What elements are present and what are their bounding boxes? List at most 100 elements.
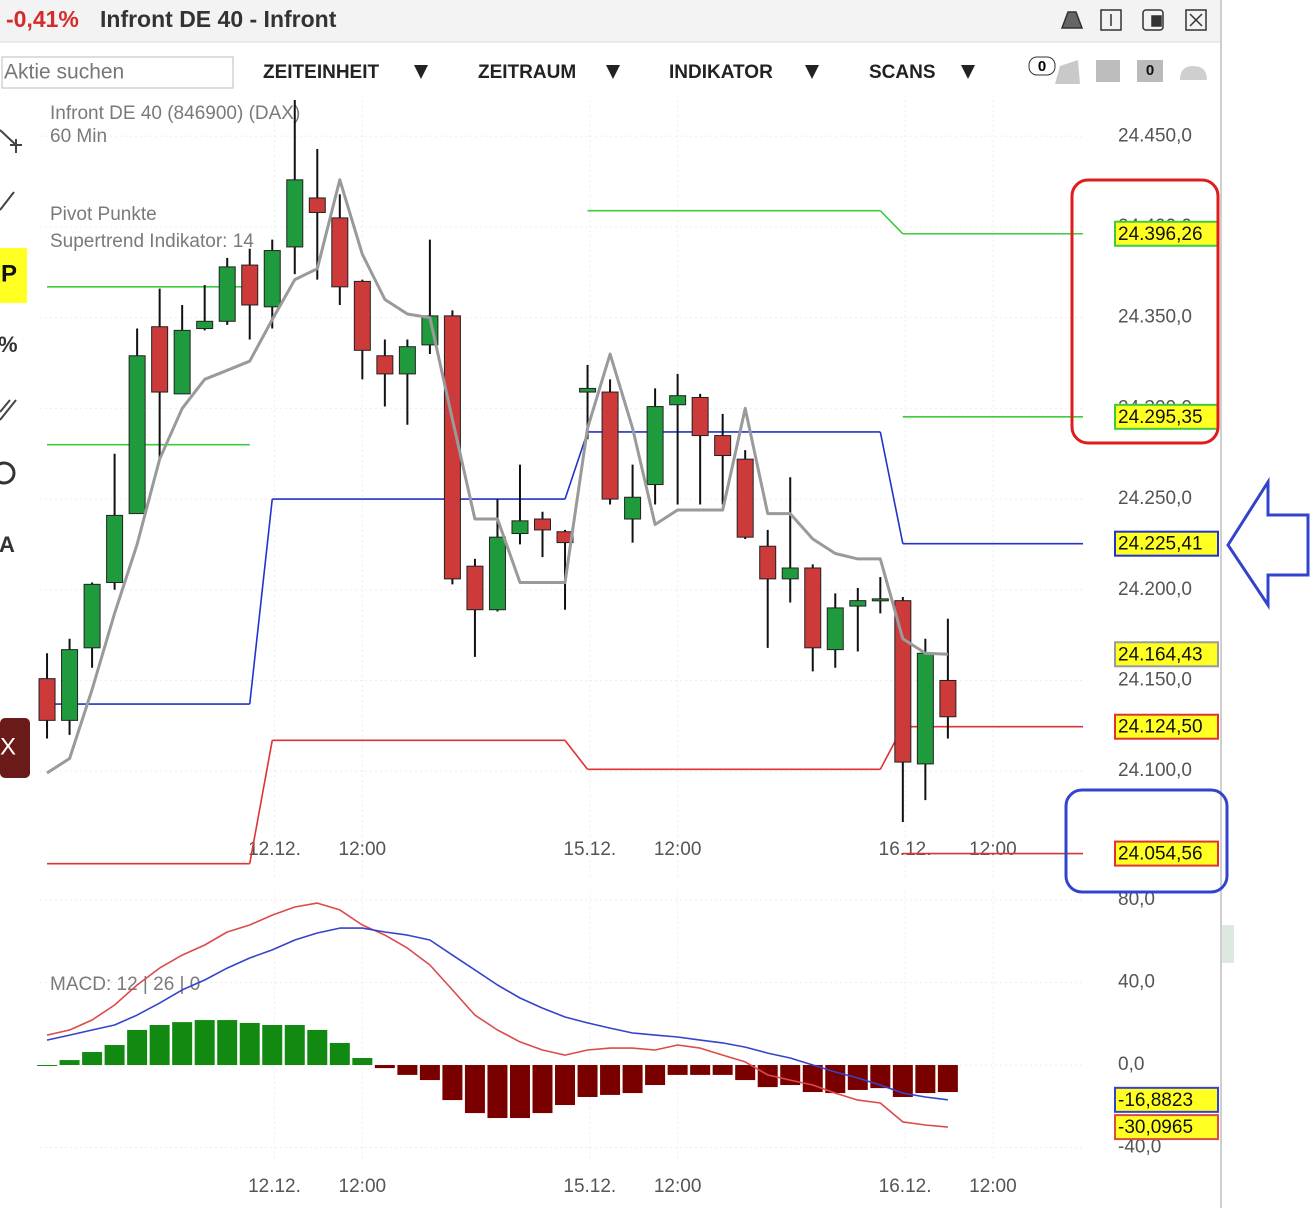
x-tick-label: 16.12. (879, 1176, 932, 1197)
candle-up (173, 329, 191, 395)
sidebar-label: X (0, 733, 16, 760)
histogram-bar (780, 1065, 801, 1086)
histogram-bar (555, 1065, 576, 1106)
y-tick-label: -40,0 (1118, 1137, 1161, 1158)
menu-scans[interactable]: SCANS (869, 62, 936, 83)
histogram-bar (59, 1060, 80, 1066)
histogram-bar (825, 1065, 846, 1094)
price-box-label: 24.295,35 (1118, 407, 1203, 428)
scroll-handle[interactable] (1222, 925, 1234, 963)
histogram-bar (442, 1065, 463, 1101)
histogram-bar (667, 1065, 688, 1075)
price-box-label: 24.225,41 (1118, 534, 1203, 555)
histogram-bar (284, 1024, 305, 1066)
y-tick-label: 40,0 (1118, 972, 1155, 993)
histogram-bar (307, 1029, 328, 1066)
x-tick-label: 12:00 (654, 839, 702, 860)
candle-down (601, 391, 619, 500)
candle-down (241, 264, 259, 306)
y-tick-label: 24.350,0 (1118, 307, 1192, 328)
badge[interactable]: 0 (1038, 58, 1046, 75)
alert-icon[interactable] (1055, 60, 1080, 84)
maximize-button[interactable] (1142, 9, 1164, 31)
pivot-step (564, 739, 589, 770)
pivot-tool[interactable] (0, 248, 27, 303)
candle-up (826, 607, 844, 651)
histogram-bar (600, 1065, 621, 1095)
close-chart-tool[interactable] (0, 718, 30, 778)
candle-up (916, 652, 934, 765)
dropdown-arrow (414, 65, 428, 79)
y-tick-label: 24.200,0 (1118, 579, 1192, 600)
histogram-bar (757, 1065, 778, 1088)
pivot-step (564, 431, 589, 500)
close-button[interactable] (1185, 9, 1207, 31)
menu-zeitraum[interactable]: ZEITRAUM (478, 62, 576, 83)
dropdown-arrow (805, 65, 819, 79)
candle-up (263, 250, 281, 308)
histogram-bar (735, 1065, 756, 1081)
labels: 24.396,26 24.295,35 24.225,41 24.124,50 24.0… (1114, 220, 1219, 1141)
indicator-line (46, 178, 948, 775)
histogram-bar (194, 1020, 215, 1066)
indicator-label: Supertrend Indikator: 14 (50, 231, 254, 252)
cloud-icon[interactable] (1180, 66, 1207, 80)
highlight-box (1064, 788, 1229, 894)
sidebar-label: A (0, 532, 15, 557)
histogram-bar (419, 1065, 440, 1081)
histogram-bar (532, 1065, 553, 1114)
candle-down (759, 545, 777, 580)
histogram-bar (127, 1029, 148, 1066)
price-box (1114, 1086, 1219, 1113)
pivot-step (248, 498, 274, 705)
detach-button[interactable] (1100, 9, 1122, 31)
price-box-label: 24.124,50 (1118, 717, 1203, 738)
circle-tool[interactable] (0, 461, 16, 485)
price-box (1114, 403, 1219, 430)
price-box (1114, 1114, 1219, 1141)
badge[interactable]: 0 (1146, 62, 1154, 79)
indicator-line (46, 902, 948, 1128)
price-box-label: 24.164,43 (1118, 644, 1203, 665)
candle-down (804, 567, 822, 649)
candle-down (714, 435, 732, 457)
candle-down (939, 679, 957, 718)
histogram-bar (37, 1065, 58, 1067)
histogram-bar (645, 1065, 666, 1086)
histogram-bar (937, 1065, 958, 1093)
candle-up (579, 387, 597, 393)
search-input[interactable] (1, 56, 234, 89)
x-tick-label: 12.12. (248, 839, 301, 860)
y-tick-label: 24.100,0 (1118, 760, 1192, 781)
histogram-bar (149, 1024, 170, 1066)
candle-down (894, 600, 912, 763)
crosshair-tool[interactable] (0, 129, 22, 153)
histogram-bar (104, 1045, 125, 1066)
candle-up (106, 514, 124, 584)
pivot-step (879, 431, 904, 544)
menu-zeiteinheit[interactable]: ZEITEINHEIT (263, 62, 380, 83)
candle-up (624, 496, 642, 520)
menu-indikator[interactable]: INDIKATOR (669, 62, 773, 83)
histogram-bar (172, 1022, 193, 1066)
channel-tool[interactable] (0, 399, 17, 421)
candle-down (736, 458, 754, 538)
candle-up (286, 179, 304, 248)
highlight-box (1070, 178, 1220, 445)
candle-up (61, 649, 79, 721)
candle-down (466, 565, 484, 611)
line-tool[interactable] (0, 191, 15, 211)
indicator-label: Pivot Punkte (50, 204, 157, 225)
candle-up (849, 600, 867, 607)
price-box-label: 24.054,56 (1118, 844, 1203, 865)
candle-up (128, 355, 146, 515)
histogram-bar (509, 1065, 530, 1119)
candle-down (151, 326, 169, 393)
pivot-step (879, 210, 904, 235)
sidebar: P % A X (0, 129, 30, 778)
list-icon[interactable] (1096, 60, 1120, 82)
alarm-button[interactable] (1060, 11, 1084, 29)
change-percent: -0,41% (6, 6, 79, 32)
